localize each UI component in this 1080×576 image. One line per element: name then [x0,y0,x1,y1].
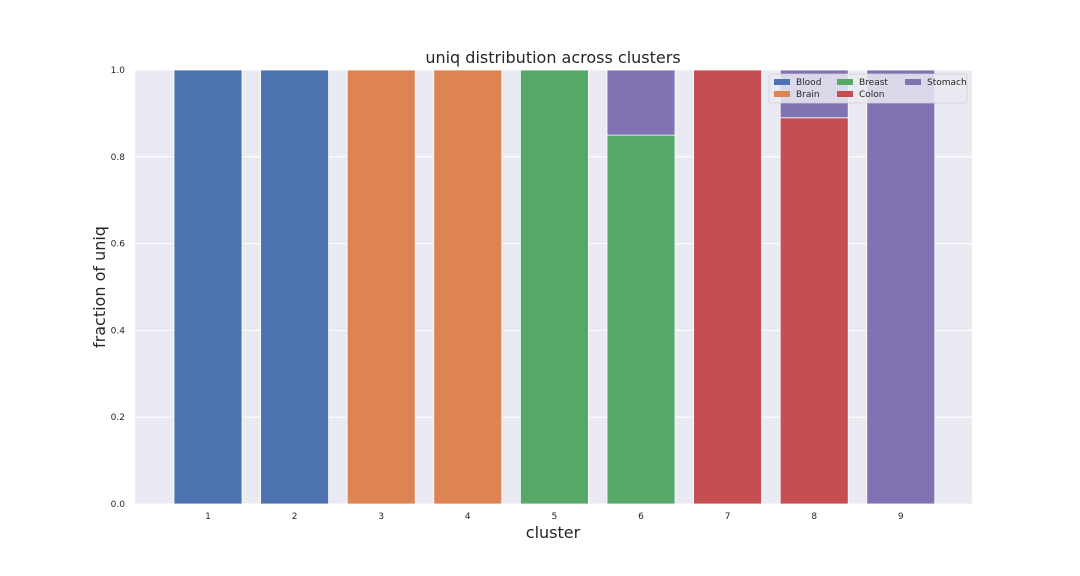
y-tick-label: 0.2 [111,413,125,423]
y-tick-label: 0.8 [111,153,126,163]
legend-label-blood: Blood [796,78,821,88]
legend-swatch-brain [774,91,790,97]
bar-segment-colon-cluster-8 [779,117,849,505]
bar-segment-brain-cluster-3 [346,69,416,505]
x-tick-label: 3 [378,512,384,522]
x-tick-label: 8 [811,512,817,522]
bar-segment-breast-cluster-6 [606,134,676,505]
legend-swatch-stomach [905,79,921,85]
legend-swatch-breast [837,79,853,85]
legend-swatch-colon [837,91,853,97]
bars [173,69,936,505]
x-axis-label: cluster [526,523,581,542]
legend-label-brain: Brain [796,90,820,100]
x-tick-label: 7 [725,512,731,522]
y-axis-label: fraction of uniq [90,226,109,348]
bar-segment-colon-cluster-7 [693,69,762,505]
bar-segment-brain-cluster-4 [433,69,503,505]
y-tick-label: 0.6 [111,240,126,250]
legend: Blood Brain Breast Colon Stomach [768,73,968,104]
x-tick-label: 1 [205,512,211,522]
legend-label-colon: Colon [859,90,885,100]
legend-label-stomach: Stomach [927,78,967,88]
y-tick-label: 0.0 [111,500,126,510]
x-tick-label: 6 [638,512,644,522]
x-tick-label: 5 [552,512,558,522]
bar-segment-breast-cluster-5 [520,69,589,505]
chart-title: uniq distribution across clusters [425,48,680,67]
x-tick-label: 2 [292,512,298,522]
x-tick-label: 4 [465,512,471,522]
y-tick-label: 1.0 [111,66,126,76]
bar-segment-stomach-cluster-9 [866,69,936,505]
legend-label-breast: Breast [859,78,888,88]
x-tick-label: 9 [898,512,904,522]
bar-segment-stomach-cluster-6 [606,69,676,136]
y-tick-label: 0.4 [111,326,126,336]
x-tick-labels: 1 2 3 4 5 6 7 8 9 [205,512,904,522]
y-tick-labels: 0.0 0.2 0.4 0.6 0.8 1.0 [111,66,126,510]
legend-swatch-blood [774,79,790,85]
bar-segment-blood-cluster-2 [260,69,330,505]
bar-segment-blood-cluster-1 [173,69,243,505]
